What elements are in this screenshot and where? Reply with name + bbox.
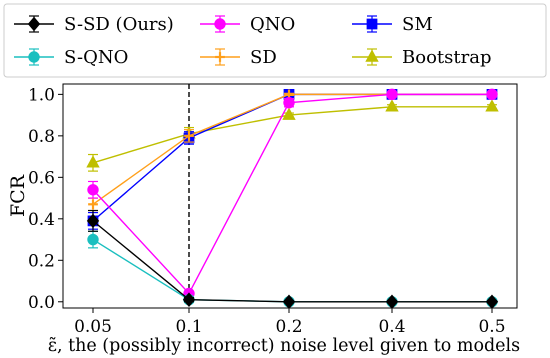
legend-marker xyxy=(365,49,379,62)
data-point xyxy=(282,107,296,120)
legend-item: SM xyxy=(352,14,433,35)
legend-marker xyxy=(366,18,378,30)
data-point xyxy=(386,88,398,101)
x-tick-label: 0.5 xyxy=(478,317,505,337)
legend-item: S-SD (Ours) xyxy=(14,14,174,35)
legend-label: Bootstrap xyxy=(402,47,491,68)
legend: S-SD (Ours) S-QNO QNO SD SM Bootstrap xyxy=(3,3,547,78)
data-point xyxy=(385,294,399,310)
series-sm xyxy=(87,88,498,230)
legend-item: SD xyxy=(200,47,277,68)
data-point xyxy=(87,184,99,196)
plot-frame xyxy=(62,83,518,309)
x-tick-label: 0.1 xyxy=(175,317,202,337)
y-tick-label: 0.8 xyxy=(28,127,55,147)
y-tick-label: 0.2 xyxy=(28,251,55,271)
legend-item: S-QNO xyxy=(14,47,128,68)
series-line xyxy=(92,220,492,303)
legend-item: QNO xyxy=(200,14,295,35)
data-point xyxy=(87,233,99,246)
legend-label: QNO xyxy=(250,14,295,35)
y-axis-label: FCR xyxy=(7,174,29,217)
data-point xyxy=(282,294,296,310)
data-point xyxy=(86,155,100,168)
x-tick-label: 0.2 xyxy=(275,317,302,337)
legend-marker xyxy=(215,52,225,62)
data-point xyxy=(283,96,295,109)
data-point xyxy=(86,213,100,229)
series-line xyxy=(92,93,492,295)
data-point xyxy=(485,294,499,310)
data-point xyxy=(182,292,196,307)
x-tick-label: 0.05 xyxy=(74,317,112,337)
legend-label: SD xyxy=(250,47,277,68)
y-tick-label: 0.6 xyxy=(28,168,55,188)
legend-label: S-QNO xyxy=(64,47,128,68)
series-bootstrap xyxy=(86,99,499,172)
y-tick-label: 1.0 xyxy=(28,85,55,105)
y-tick-label: 0.4 xyxy=(28,210,55,230)
plot-area: 0.0 0.2 0.4 0.6 0.8 1.0 0.05 0.1 0.2 0.4 0.5 xyxy=(28,83,518,337)
series-line xyxy=(92,93,492,205)
x-axis-label: ε̃, the (possibly incorrect) noise level… xyxy=(48,336,520,356)
data-point xyxy=(88,199,98,210)
data-point xyxy=(486,88,498,101)
legend-marker xyxy=(27,16,41,32)
legend-marker xyxy=(214,18,226,30)
legend-marker xyxy=(28,51,40,63)
data-point xyxy=(385,99,399,112)
series-sd xyxy=(88,89,497,212)
y-tick-label: 0.0 xyxy=(28,293,55,313)
x-tick-label: 0.4 xyxy=(378,317,405,337)
data-point xyxy=(485,99,499,112)
legend-item: Bootstrap xyxy=(352,47,491,68)
series-s-qno xyxy=(87,230,498,308)
data-point xyxy=(184,130,194,141)
legend-box xyxy=(3,3,547,78)
series-s-sd-ours xyxy=(86,209,499,310)
legend-label: S-SD (Ours) xyxy=(64,14,174,35)
legend-label: SM xyxy=(402,14,433,35)
